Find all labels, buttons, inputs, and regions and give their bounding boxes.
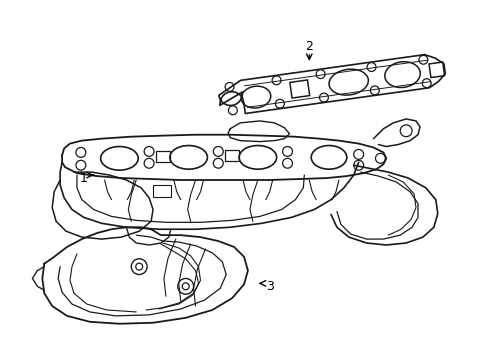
Text: 3: 3 (265, 280, 273, 293)
Text: 2: 2 (305, 40, 312, 53)
Text: 1: 1 (80, 171, 88, 185)
